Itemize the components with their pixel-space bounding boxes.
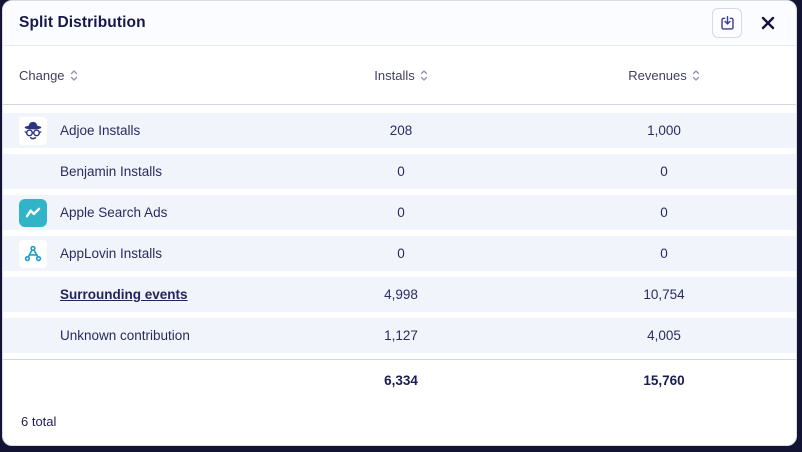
surrounding-events-link[interactable]: Surrounding events: [60, 287, 188, 302]
change-cell: Benjamin Installs: [3, 158, 251, 186]
column-header-revenues-label: Revenues: [628, 67, 687, 83]
installs-value: 0: [397, 164, 405, 179]
totals-revenues: 15,760: [643, 373, 685, 388]
modal-title: Split Distribution: [19, 14, 146, 31]
sort-icon: [70, 69, 78, 81]
row-label: AppLovin Installs: [60, 246, 163, 261]
installs-value: 0: [397, 246, 405, 261]
icon-spacer: [19, 322, 47, 350]
download-button[interactable]: [712, 8, 742, 38]
change-cell: AppLovin Installs: [3, 239, 251, 268]
column-header-change[interactable]: Change: [3, 68, 251, 83]
installs-value: 4,998: [384, 287, 418, 302]
apple-search-ads-icon: [19, 198, 47, 227]
table-row: Apple Search Ads 0 0: [3, 195, 796, 230]
split-distribution-modal: Split Distribution: [2, 0, 797, 446]
installs-value: 0: [397, 205, 405, 220]
sort-icon: [692, 69, 700, 81]
table-body: Adjoe Installs 208 1,000 Benjamin Instal…: [3, 105, 796, 359]
table-row: Benjamin Installs 0 0: [3, 154, 796, 189]
column-header-installs-label: Installs: [374, 67, 415, 83]
close-button[interactable]: [758, 13, 778, 33]
row-label: Benjamin Installs: [60, 164, 163, 179]
icon-spacer: [19, 158, 47, 186]
sort-icon: [420, 69, 428, 81]
revenues-value: 4,005: [647, 328, 681, 343]
change-cell: Adjoe Installs: [3, 116, 251, 145]
column-header-change-label: Change: [19, 67, 65, 83]
totals-row: 6,334 15,760: [3, 359, 796, 401]
column-header-installs[interactable]: Installs: [251, 68, 551, 83]
column-header-revenues[interactable]: Revenues: [551, 68, 777, 83]
row-label: Apple Search Ads: [60, 205, 168, 220]
installs-value: 208: [389, 123, 413, 138]
applovin-icon: [19, 239, 47, 268]
icon-spacer: [19, 281, 47, 309]
download-icon: [719, 15, 736, 32]
revenues-value: 1,000: [647, 123, 681, 138]
row-label: Adjoe Installs: [60, 123, 141, 138]
revenues-value: 10,754: [643, 287, 685, 302]
table-row: Surrounding events 4,998 10,754: [3, 277, 796, 312]
table-row: AppLovin Installs 0 0: [3, 236, 796, 271]
change-cell: Unknown contribution: [3, 322, 251, 350]
table-column-headers: Change Installs Revenues: [3, 46, 796, 105]
revenues-value: 0: [660, 205, 668, 220]
totals-installs: 6,334: [384, 373, 418, 388]
table-row: Adjoe Installs 208 1,000: [3, 113, 796, 148]
header-actions: [712, 8, 778, 38]
table-row: Unknown contribution 1,127 4,005: [3, 318, 796, 353]
modal-header: Split Distribution: [3, 1, 796, 46]
change-cell: Surrounding events: [3, 281, 251, 309]
change-cell: Apple Search Ads: [3, 198, 251, 227]
row-label: Unknown contribution: [60, 328, 190, 343]
close-icon: [760, 15, 776, 31]
revenues-value: 0: [660, 164, 668, 179]
installs-value: 1,127: [384, 328, 418, 343]
revenues-value: 0: [660, 246, 668, 261]
adjoe-icon: [19, 116, 47, 145]
row-count-label: 6 total: [21, 414, 57, 429]
